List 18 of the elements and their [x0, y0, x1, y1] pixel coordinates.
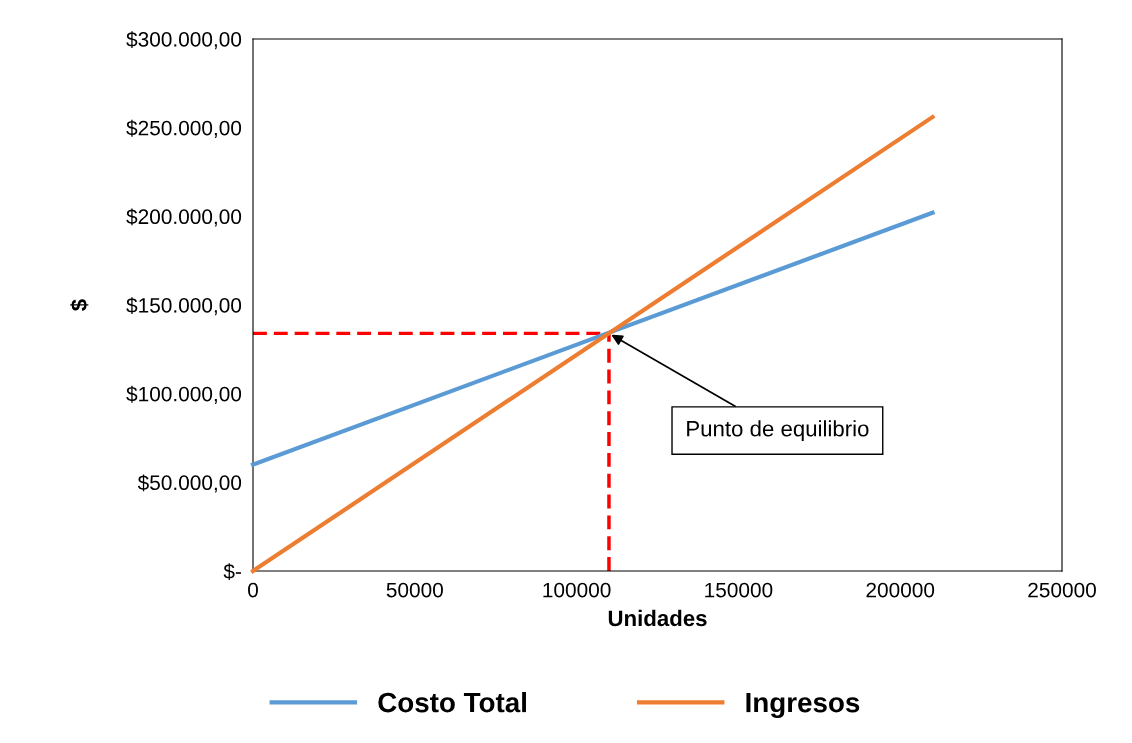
x-tick-label: 100000: [543, 582, 611, 598]
y-tick-label: $250.000,00: [126, 119, 242, 138]
y-tick-label: $-: [223, 563, 241, 580]
y-axis-title: $: [70, 299, 89, 311]
y-tick-label: $100.000,00: [126, 385, 242, 404]
x-tick-label: 0: [248, 582, 258, 598]
legend-label: Ingresos: [746, 693, 860, 718]
x-tick-label: 150000: [705, 582, 773, 598]
x-axis-title: Unidades: [608, 609, 707, 627]
x-tick-label: 250000: [1028, 582, 1096, 598]
annotation: Punto de equilibrio: [687, 420, 869, 441]
y-tick-label: $200.000,00: [126, 208, 242, 227]
legend-label: Costo Total: [378, 691, 526, 713]
y-tick-label: $150.000,00: [126, 297, 242, 316]
y-tick-label: $300.000,00: [126, 31, 242, 50]
y-tick-label: $50.000,00: [137, 474, 242, 493]
x-tick-label: 50000: [386, 582, 443, 598]
x-tick-label: 200000: [866, 582, 935, 598]
